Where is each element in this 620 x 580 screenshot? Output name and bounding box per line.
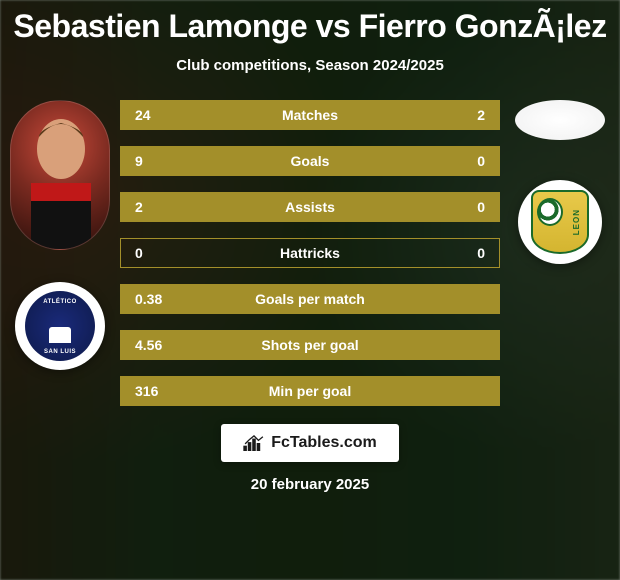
stats-column: 24 Matches 2 9 Goals 0 2 Assists 0 0 Hattricks 0 0.3… [120, 100, 500, 406]
stat-value-left: 9 [121, 153, 181, 169]
stat-label: Assists [285, 199, 335, 215]
stat-bar: 0.38 Goals per match [120, 284, 500, 314]
stat-value-right: 0 [477, 245, 485, 261]
branding-text: FcTables.com [271, 434, 377, 452]
date-text: 20 february 2025 [251, 476, 369, 493]
left-column: ATLÉTICO SAN LUIS [0, 100, 120, 370]
shield-icon: LEON [531, 190, 589, 254]
right-column: LEON [500, 100, 620, 264]
branding-link[interactable]: FcTables.com [221, 424, 399, 462]
stat-bar: 0 Hattricks 0 [120, 238, 500, 268]
stat-value-left: 0.38 [121, 291, 181, 307]
stat-bar: 316 Min per goal [120, 376, 500, 406]
club-text: LEON [572, 209, 581, 235]
stat-label: Matches [282, 107, 338, 123]
player-left-club-badge: ATLÉTICO SAN LUIS [15, 282, 105, 370]
stat-value-left: 316 [121, 383, 181, 399]
stat-label: Goals [291, 153, 330, 169]
stat-value-right: 2 [477, 107, 485, 123]
shield-icon: ATLÉTICO SAN LUIS [25, 291, 95, 361]
chart-icon [243, 435, 265, 451]
player-left-avatar [10, 100, 110, 250]
stat-value-left: 4.56 [121, 337, 181, 353]
club-text-bottom: SAN LUIS [44, 349, 76, 355]
subtitle: Club competitions, Season 2024/2025 [176, 57, 444, 74]
stat-value-left: 24 [121, 107, 181, 123]
stat-value-left: 2 [121, 199, 181, 215]
stat-value-right: 0 [477, 153, 485, 169]
stat-value-left: 0 [121, 245, 181, 261]
stat-label: Shots per goal [261, 337, 358, 353]
stat-bar: 24 Matches 2 [120, 100, 500, 130]
stat-value-right: 0 [477, 199, 485, 215]
stat-bar: 9 Goals 0 [120, 146, 500, 176]
infographic-container: Sebastien Lamonge vs Fierro GonzÃ¡lez Cl… [0, 0, 620, 580]
stat-label: Min per goal [269, 383, 351, 399]
player-right-club-badge: LEON [518, 180, 602, 264]
stat-label: Hattricks [280, 245, 340, 261]
footer: FcTables.com 20 february 2025 [221, 424, 399, 493]
stat-bar: 2 Assists 0 [120, 192, 500, 222]
main-row: ATLÉTICO SAN LUIS 24 Matches 2 9 Goals 0 2 Assi… [0, 100, 620, 406]
page-title: Sebastien Lamonge vs Fierro GonzÃ¡lez [13, 8, 606, 45]
player-right-avatar [515, 100, 605, 140]
stat-bar: 4.56 Shots per goal [120, 330, 500, 360]
player-portrait-icon [11, 101, 110, 250]
club-text-top: ATLÉTICO [43, 299, 77, 305]
stat-label: Goals per match [255, 291, 365, 307]
